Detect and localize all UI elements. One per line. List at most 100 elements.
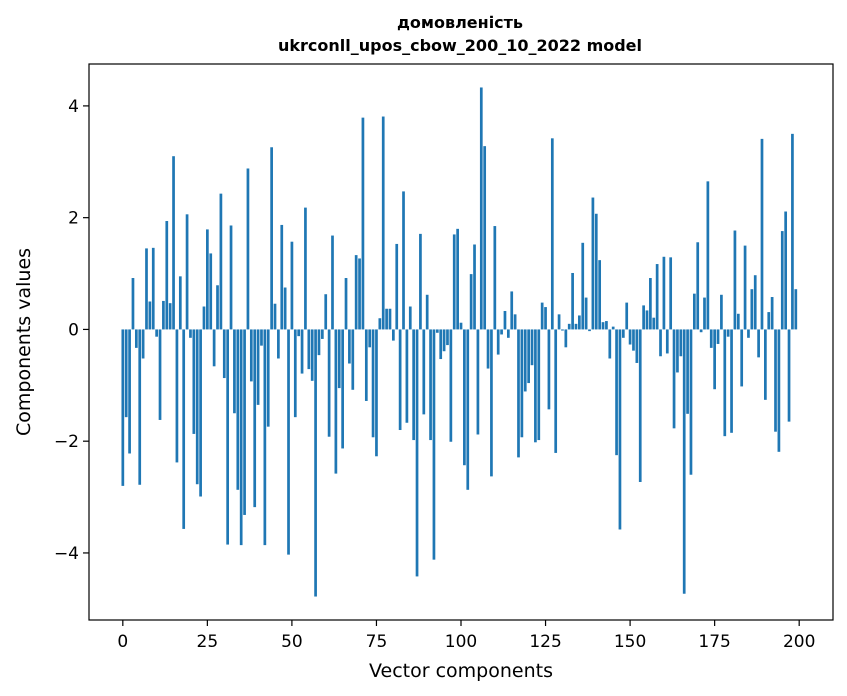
bar-30 xyxy=(222,329,226,379)
bar-189 xyxy=(760,138,764,330)
bar-15 xyxy=(172,156,175,330)
bar-43 xyxy=(266,329,270,427)
x-tick-label-50: 50 xyxy=(281,632,303,652)
bar-125 xyxy=(544,307,547,330)
bar-176 xyxy=(716,329,720,344)
bar-153 xyxy=(638,329,642,482)
bar-195 xyxy=(780,231,784,330)
bar-65 xyxy=(341,329,344,449)
bar-194 xyxy=(777,329,781,452)
bar-34 xyxy=(236,329,240,490)
y-tick-label-4: 4 xyxy=(68,97,79,117)
bar-187 xyxy=(753,275,757,330)
bar-145 xyxy=(611,326,615,330)
bar-171 xyxy=(699,329,703,333)
bar-152 xyxy=(635,329,639,363)
bar-127 xyxy=(550,138,554,330)
bar-193 xyxy=(774,329,777,432)
bar-196 xyxy=(784,211,788,330)
bar-23 xyxy=(199,329,202,497)
x-tick-label-175: 175 xyxy=(698,632,730,652)
bar-24 xyxy=(202,306,206,330)
bar-81 xyxy=(395,243,399,330)
y-tick-label--4: −4 xyxy=(54,544,79,564)
bar-123 xyxy=(537,329,541,441)
bar-94 xyxy=(439,329,443,360)
bar-115 xyxy=(510,291,514,330)
bar-25 xyxy=(206,229,209,330)
bar-62 xyxy=(331,235,334,330)
bar-177 xyxy=(720,294,723,330)
bar-5 xyxy=(138,329,142,485)
bar-90 xyxy=(425,294,429,330)
bar-165 xyxy=(679,329,683,357)
bar-12 xyxy=(162,300,165,330)
bar-116 xyxy=(513,314,517,330)
bar-167 xyxy=(686,329,689,414)
x-tick-label-25: 25 xyxy=(197,632,219,652)
bar-117 xyxy=(517,329,520,458)
bar-159 xyxy=(659,329,662,357)
bar-86 xyxy=(412,329,416,441)
bar-160 xyxy=(662,256,666,330)
bar-120 xyxy=(527,329,530,384)
bar-168 xyxy=(689,329,693,475)
bar-119 xyxy=(523,329,527,392)
bar-154 xyxy=(642,305,645,330)
bar-162 xyxy=(669,257,673,330)
x-tick-label-125: 125 xyxy=(529,632,561,652)
bar-52 xyxy=(297,329,301,337)
bar-57 xyxy=(314,329,317,597)
bar-122 xyxy=(534,329,537,443)
bar-93 xyxy=(435,329,439,333)
chart-title: домовленість ukrconll_upos_cbow_200_10_2… xyxy=(278,13,642,55)
bar-126 xyxy=(547,329,551,410)
bar-190 xyxy=(764,329,767,400)
y-axis-ticks: −4 −2 0 2 4 xyxy=(54,97,89,564)
bar-183 xyxy=(740,329,744,387)
bar-67 xyxy=(348,329,351,364)
bar-198 xyxy=(791,133,794,330)
bar-61 xyxy=(327,329,331,437)
x-tick-label-75: 75 xyxy=(366,632,388,652)
bar-129 xyxy=(557,314,561,330)
bar-27 xyxy=(212,329,216,367)
bars-group xyxy=(121,87,798,597)
bar-21 xyxy=(192,329,196,434)
bar-9 xyxy=(151,247,155,330)
x-tick-label-0: 0 xyxy=(117,632,128,652)
bar-33 xyxy=(233,329,236,414)
bar-157 xyxy=(652,317,656,330)
bar-184 xyxy=(743,245,747,330)
bar-110 xyxy=(493,226,497,330)
bar-83 xyxy=(402,191,405,330)
bar-58 xyxy=(317,329,321,356)
bar-72 xyxy=(364,329,368,401)
bar-44 xyxy=(270,147,273,330)
bar-146 xyxy=(615,329,618,456)
bar-50 xyxy=(290,241,294,330)
bar-77 xyxy=(381,116,385,330)
bar-35 xyxy=(239,329,243,546)
y-tick-label--2: −2 xyxy=(54,432,79,452)
bar-49 xyxy=(287,329,290,555)
bar-139 xyxy=(591,197,595,330)
bar-53 xyxy=(300,329,304,374)
bar-105 xyxy=(476,329,480,435)
bar-148 xyxy=(621,329,625,338)
bar-14 xyxy=(168,303,172,330)
bar-32 xyxy=(229,225,233,330)
bar-151 xyxy=(632,329,635,351)
bar-180 xyxy=(730,329,733,433)
bar-74 xyxy=(371,329,375,438)
bar-18 xyxy=(182,329,186,529)
bar-92 xyxy=(432,329,436,560)
bar-100 xyxy=(459,322,463,330)
bar-26 xyxy=(209,253,213,330)
x-axis-label: Vector components xyxy=(369,660,553,682)
bar-186 xyxy=(750,289,754,330)
bar-19 xyxy=(185,214,189,330)
x-tick-label-200: 200 xyxy=(783,632,815,652)
bar-133 xyxy=(571,272,574,330)
